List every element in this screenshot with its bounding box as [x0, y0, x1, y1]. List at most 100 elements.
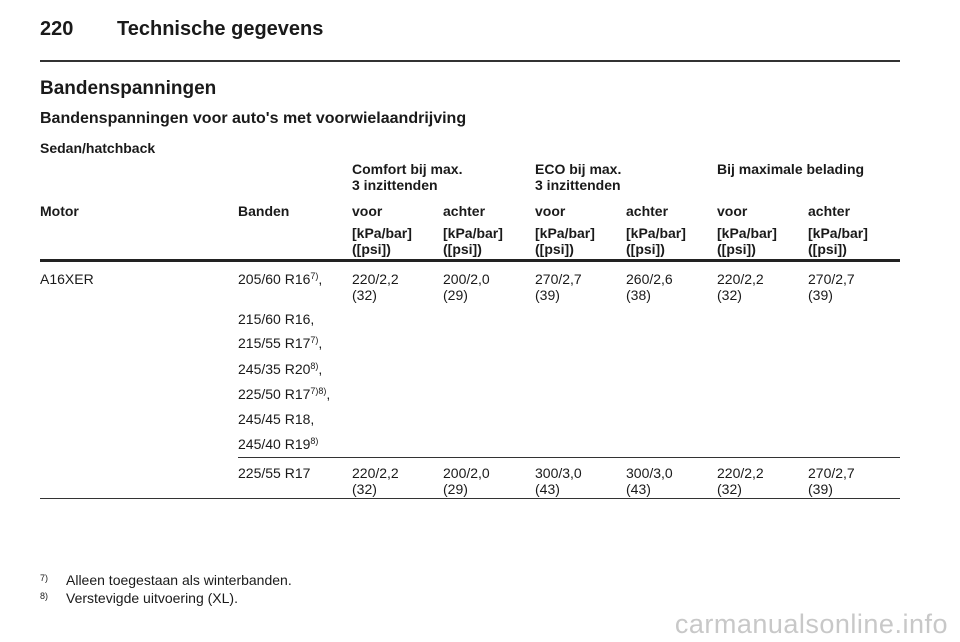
- group-header-line: Comfort bij max.: [352, 161, 463, 177]
- pressure-cell: 220/2,2 (32): [717, 465, 764, 497]
- column-header-rear: achter: [808, 203, 851, 219]
- pressure-psi: (32): [717, 481, 742, 497]
- pressure-psi: (39): [808, 287, 833, 303]
- tire-size-text: 245/40 R19: [238, 436, 311, 452]
- pressure-value: 220/2,2: [352, 271, 399, 287]
- group-header-line: 3 inzittenden: [352, 177, 438, 193]
- pressure-cell: 220/2,2 (32): [352, 271, 399, 303]
- unit-line: ([psi]): [352, 241, 391, 257]
- tire-size: 225/55 R17: [238, 465, 310, 481]
- pressure-cell: 270/2,7 (39): [808, 271, 855, 303]
- unit-line: [kPa/bar]: [626, 225, 686, 241]
- pressure-psi: (39): [535, 287, 560, 303]
- footnote-ref: 7): [310, 271, 319, 281]
- body-type-label: Sedan/hatchback: [40, 140, 156, 156]
- pressure-value: 270/2,7: [535, 271, 582, 287]
- pressure-psi: (39): [808, 481, 833, 497]
- pressure-value: 200/2,0: [443, 271, 490, 287]
- tire-separator: ,: [326, 386, 331, 402]
- column-header-front: voor: [535, 203, 566, 219]
- tire-size: 205/60 R167),: [238, 271, 322, 287]
- pressure-psi: (38): [626, 287, 651, 303]
- section-title: Bandenspanningen: [40, 78, 217, 99]
- motor-cell: A16XER: [40, 271, 94, 287]
- unit-header: [kPa/bar] ([psi]): [717, 225, 777, 257]
- pressure-value: 200/2,0: [443, 465, 490, 481]
- pressure-psi: (29): [443, 287, 468, 303]
- unit-header: [kPa/bar] ([psi]): [626, 225, 686, 257]
- unit-line: ([psi]): [808, 241, 847, 257]
- pressure-value: 220/2,2: [717, 465, 764, 481]
- tire-size: 245/35 R208),: [238, 361, 322, 377]
- group-header-comfort: Comfort bij max. 3 inzittenden: [352, 161, 462, 193]
- unit-line: [kPa/bar]: [535, 225, 595, 241]
- tire-size-text: 215/55 R17: [238, 335, 311, 351]
- unit-line: [kPa/bar]: [808, 225, 868, 241]
- column-header-front: voor: [352, 203, 383, 219]
- page-header: 220 Technische gegevens: [40, 18, 323, 41]
- footnote-7: 7) Alleen toegestaan als winterbanden.: [40, 572, 292, 588]
- pressure-psi: (43): [535, 481, 560, 497]
- footnote-text: Verstevigde uitvoering (XL).: [66, 590, 238, 606]
- footnote-mark: 8): [40, 591, 49, 601]
- group-header-line: ECO bij max.: [535, 161, 622, 177]
- pressure-cell: 220/2,2 (32): [352, 465, 399, 497]
- column-header-rear: achter: [626, 203, 669, 219]
- column-header-motor: Motor: [40, 203, 79, 219]
- tire-size: 245/45 R18,: [238, 411, 314, 427]
- tire-size-text: 225/50 R17: [238, 386, 311, 402]
- group-header-max-load: Bij maximale belading: [717, 161, 864, 177]
- group-header-line: 3 inzittenden: [535, 177, 621, 193]
- tire-size-text: 215/60 R16: [238, 311, 311, 327]
- footnote-ref: 7): [310, 335, 319, 345]
- pressure-value: 270/2,7: [808, 465, 855, 481]
- pressure-cell: 260/2,6 (38): [626, 271, 673, 303]
- table-header-rule: [40, 259, 900, 262]
- tire-separator: ,: [318, 361, 323, 377]
- pressure-value: 300/3,0: [535, 465, 582, 481]
- pressure-cell: 300/3,0 (43): [626, 465, 673, 497]
- column-header-rear: achter: [443, 203, 486, 219]
- pressure-value: 220/2,2: [717, 271, 764, 287]
- tire-size-text: 245/35 R20: [238, 361, 311, 377]
- unit-line: ([psi]): [717, 241, 756, 257]
- pressure-value: 300/3,0: [626, 465, 673, 481]
- column-header-front: voor: [717, 203, 748, 219]
- footnote-mark: 7): [40, 573, 49, 583]
- unit-line: [kPa/bar]: [352, 225, 412, 241]
- tire-size-text: 245/45 R18: [238, 411, 311, 427]
- unit-line: [kPa/bar]: [717, 225, 777, 241]
- tire-separator: ,: [318, 271, 323, 287]
- unit-header: [kPa/bar] ([psi]): [443, 225, 503, 257]
- pressure-value: 270/2,7: [808, 271, 855, 287]
- unit-line: ([psi]): [443, 241, 482, 257]
- pressure-cell: 270/2,7 (39): [535, 271, 582, 303]
- tire-size: 215/60 R16,: [238, 311, 314, 327]
- unit-line: [kPa/bar]: [443, 225, 503, 241]
- footnote-text: Alleen toegestaan als winterbanden.: [66, 572, 292, 588]
- pressure-cell: 270/2,7 (39): [808, 465, 855, 497]
- pressure-psi: (32): [352, 287, 377, 303]
- group-header-line: Bij maximale belading: [717, 161, 865, 177]
- table-bottom-rule: [40, 498, 900, 499]
- pressure-cell: 200/2,0 (29): [443, 271, 490, 303]
- tire-size-text: 225/55 R17: [238, 465, 311, 481]
- pressure-psi: (32): [717, 287, 742, 303]
- column-header-tires: Banden: [238, 203, 290, 219]
- chapter-title: Technische gegevens: [117, 18, 324, 40]
- pressure-cell: 200/2,0 (29): [443, 465, 490, 497]
- footnote-ref: 8): [310, 436, 319, 446]
- tire-separator: ,: [310, 311, 315, 327]
- footnote-ref: 8): [310, 361, 319, 371]
- unit-header: [kPa/bar] ([psi]): [535, 225, 595, 257]
- pressure-value: 220/2,2: [352, 465, 399, 481]
- pressure-psi: (43): [626, 481, 651, 497]
- tire-size-text: 205/60 R16: [238, 271, 311, 287]
- footnote-8: 8) Verstevigde uitvoering (XL).: [40, 590, 238, 606]
- pressure-cell: 220/2,2 (32): [717, 271, 764, 303]
- watermark: carmanualsonline.info: [674, 609, 948, 639]
- pressure-psi: (29): [443, 481, 468, 497]
- tire-separator: ,: [310, 411, 315, 427]
- row-divider: [238, 457, 900, 458]
- tire-separator: ,: [318, 335, 323, 351]
